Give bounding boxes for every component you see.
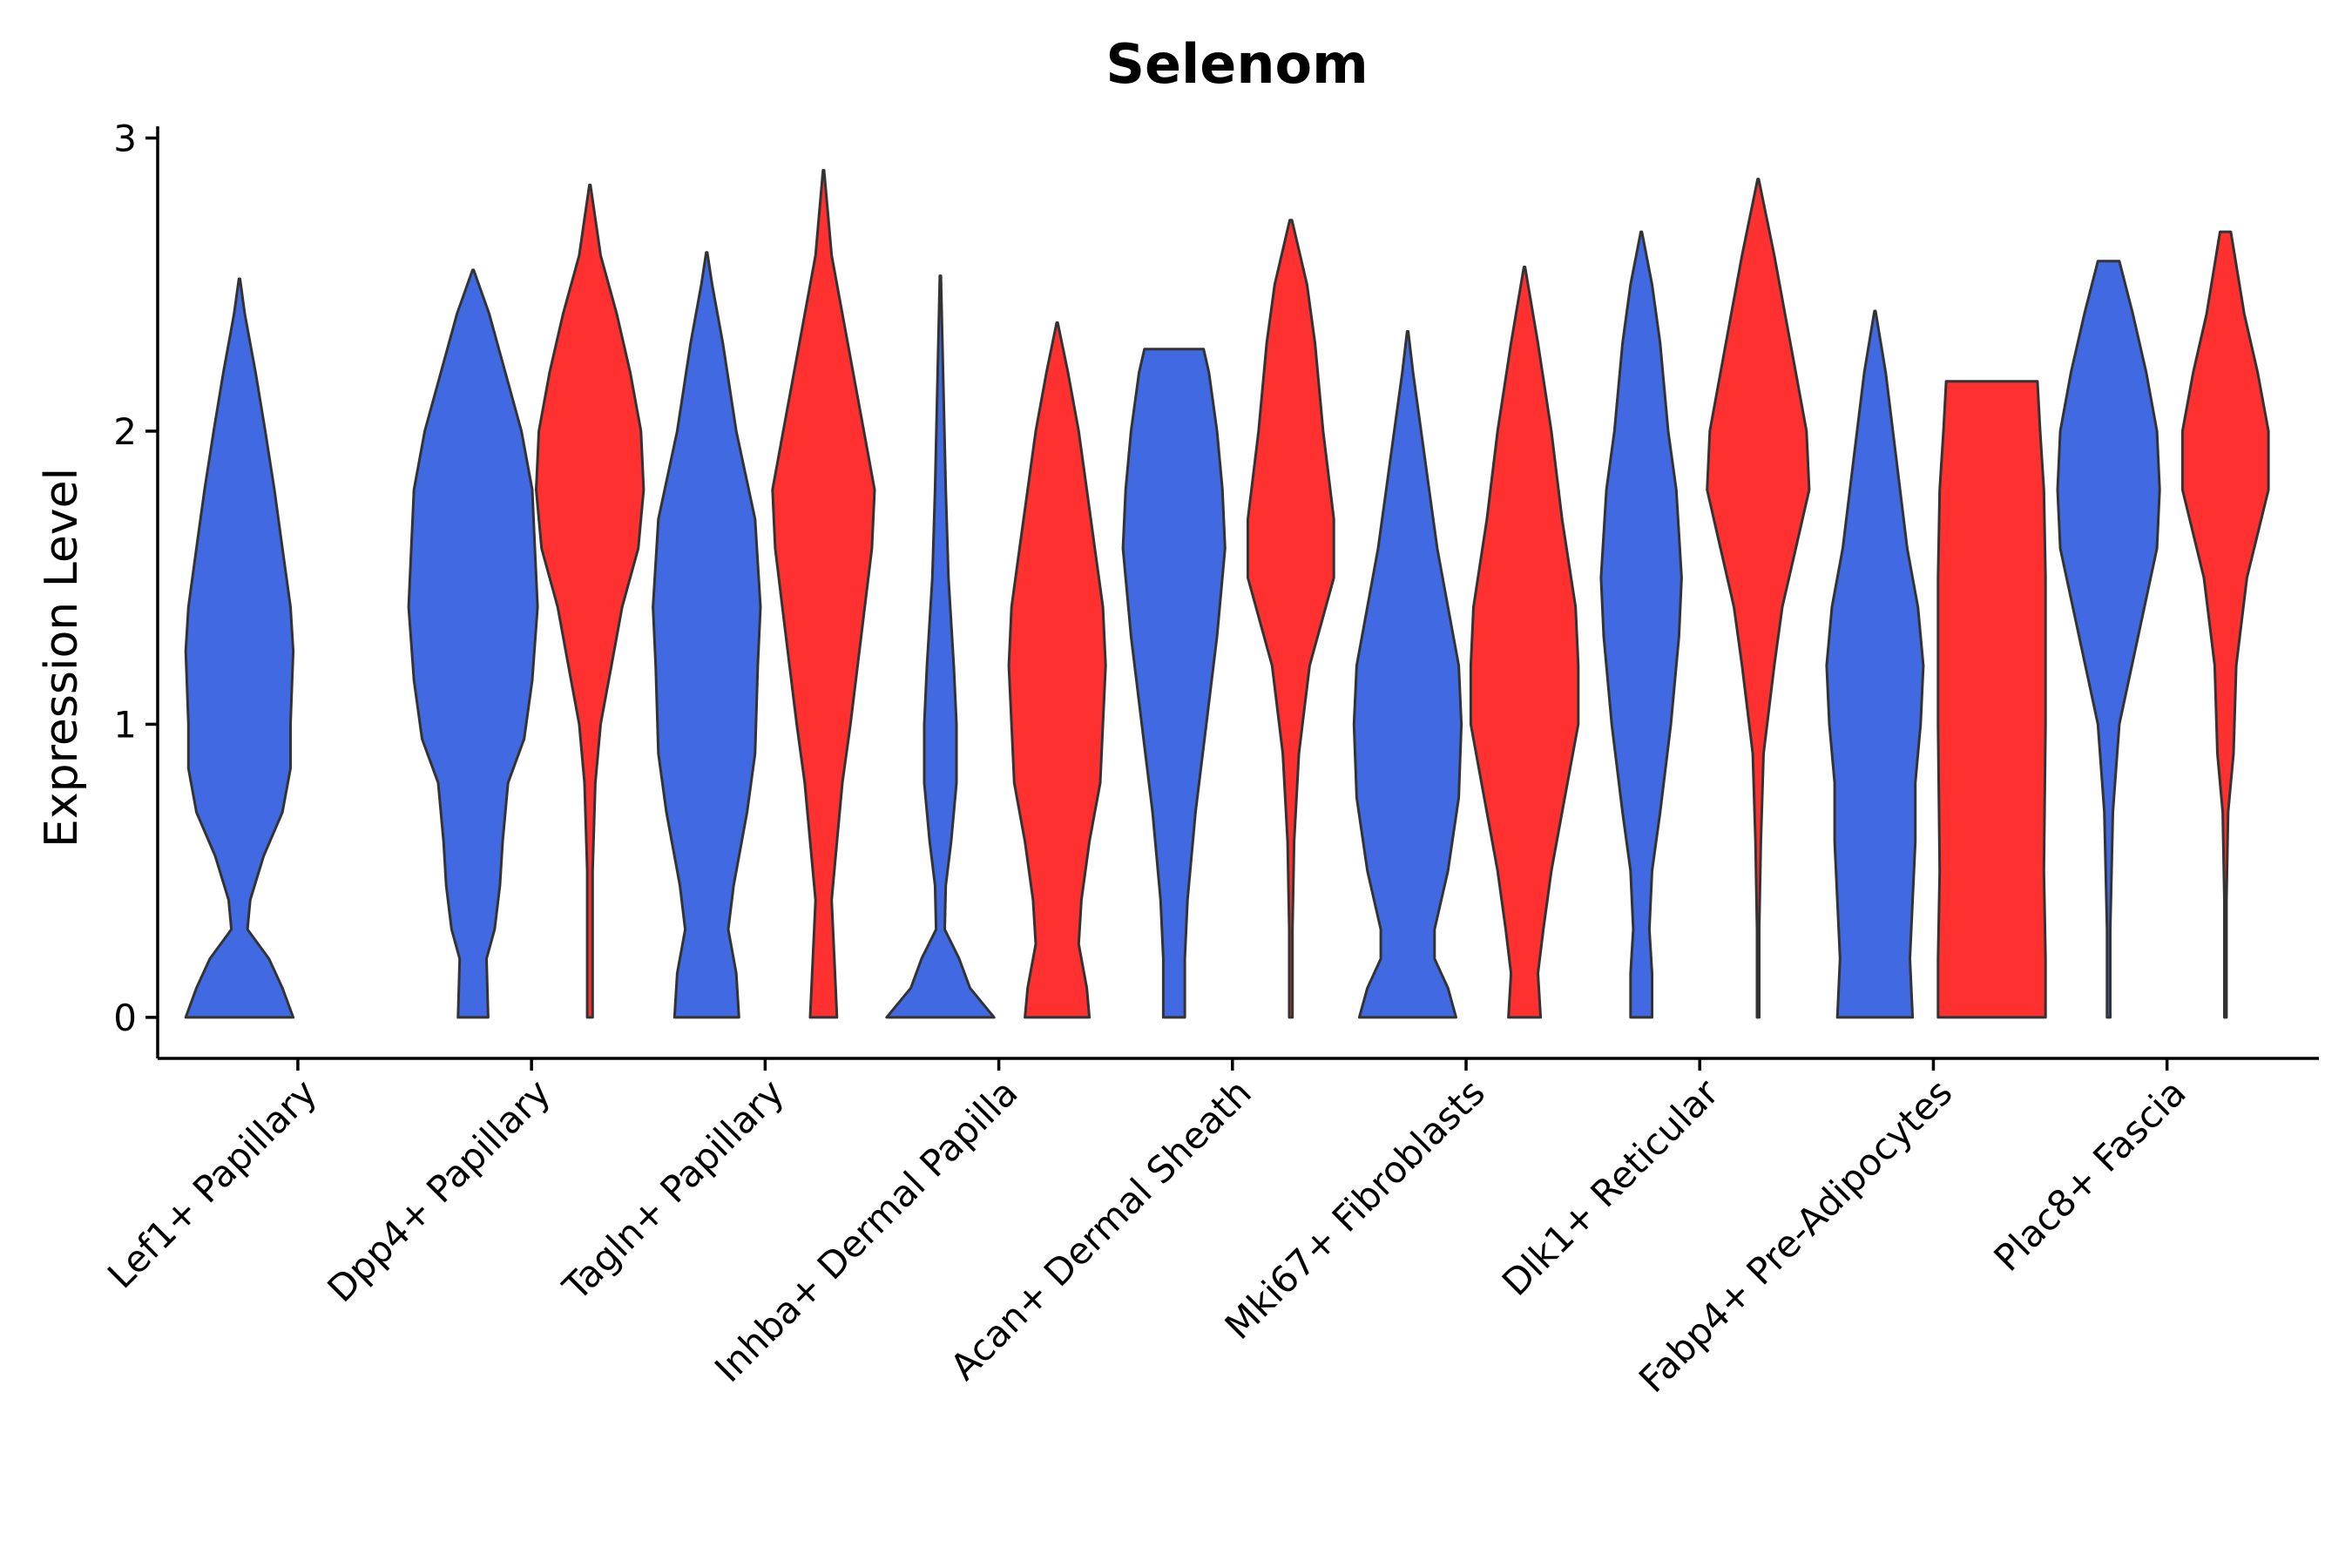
x-tick-label: Lef1+ Papillary (99, 1071, 325, 1296)
chart-title: Selenom (1105, 32, 1368, 96)
x-tick-label: Dpp4+ Papillary (319, 1071, 558, 1310)
violin-dpp4-papillary-group2 (535, 183, 645, 1019)
x-tick-label: Dlk1+ Reticular (1494, 1071, 1727, 1304)
violin-dlk1-reticular-group1 (1599, 230, 1683, 1019)
y-tick-label: 3 (113, 117, 137, 159)
y-tick-label: 2 (113, 410, 137, 453)
violin-tagln-papillary-group2 (771, 169, 876, 1019)
violin-mki67-fibroblasts-group2 (1469, 266, 1580, 1019)
violin-mki67-fibroblasts-group1 (1352, 330, 1463, 1019)
y-tick-label: 0 (113, 997, 137, 1039)
violin-inhba-dermal-papilla-group1 (885, 274, 996, 1019)
y-axis-label: Expression Level (36, 468, 88, 848)
violin-plac8-fascia-group2 (2180, 230, 2270, 1019)
violin-dpp4-papillary-group1 (407, 268, 539, 1019)
violin-plac8-fascia-group1 (2056, 260, 2161, 1019)
violin-inhba-dermal-papilla-group2 (1007, 321, 1107, 1019)
x-tick-label: Mki67+ Fibroblasts (1217, 1071, 1493, 1347)
x-tick-label: Tagln+ Papillary (554, 1071, 792, 1308)
x-tick-label: Plac8+ Fascia (1985, 1071, 2193, 1279)
violin-dlk1-reticular-group2 (1706, 178, 1811, 1019)
y-ticks-group: 0 1 2 3 (113, 117, 158, 1039)
violin-tagln-papillary-group1 (652, 251, 762, 1019)
y-tick-label: 1 (113, 703, 137, 746)
violin-fabp4-pre-adipocytes-group1 (1825, 309, 1925, 1019)
violins-group (184, 169, 2270, 1019)
violin-acan-dermal-sheath-group1 (1121, 348, 1227, 1019)
violin-lef1-papillary-group1 (184, 277, 295, 1019)
violin-acan-dermal-sheath-group2 (1247, 219, 1335, 1019)
violin-fabp4-pre-adipocytes-group2 (1936, 380, 2047, 1019)
